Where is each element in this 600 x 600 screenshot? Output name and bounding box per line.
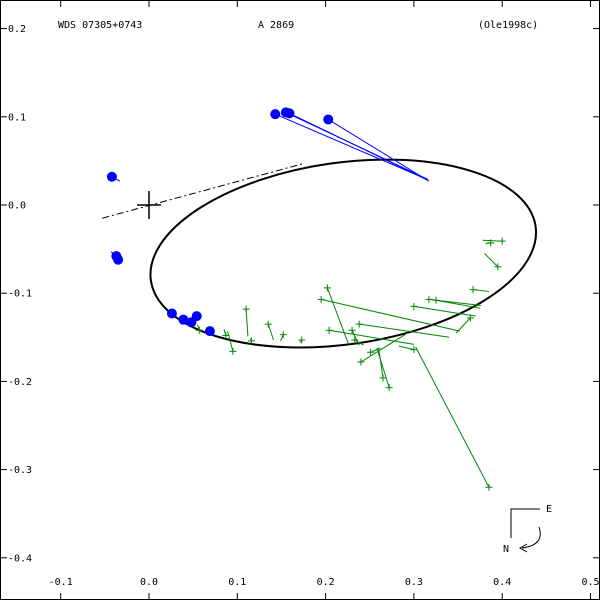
observation-point-plus <box>385 384 393 392</box>
observation-point-plus <box>229 347 237 355</box>
observation-point-plus <box>279 331 287 339</box>
y-tick-label: 0.1 <box>8 112 26 123</box>
observation-point-filled <box>113 254 124 265</box>
observation-point-plus <box>298 336 306 344</box>
residual-line <box>321 298 460 332</box>
observation-point-filled <box>178 314 189 325</box>
residual-line <box>413 305 476 317</box>
observation-point-filled <box>191 311 202 322</box>
residual-line <box>227 330 234 352</box>
orbit-layer <box>102 158 538 349</box>
observation-point-plus <box>485 483 493 491</box>
residual-line <box>351 330 360 346</box>
residual-line <box>327 119 430 182</box>
observation-point-plus <box>348 326 356 334</box>
observation-point-plus <box>379 374 387 382</box>
residual-layer <box>110 111 503 488</box>
observation-point-plus <box>410 302 418 310</box>
observation-point-plus <box>247 337 255 345</box>
compass-arrowhead <box>518 543 528 553</box>
residual-line <box>378 347 384 378</box>
observation-point-plus <box>242 305 250 313</box>
residual-line <box>267 323 274 341</box>
x-tick-label: 0.3 <box>405 577 423 588</box>
residual-line <box>326 287 350 345</box>
residual-line <box>398 345 415 351</box>
observation-point-filled <box>323 114 334 125</box>
observation-point-plus <box>425 295 433 303</box>
wds-label: WDS 07305+0743 <box>58 20 142 31</box>
observation-point-plus <box>323 284 331 292</box>
y-tick-label: -0.2 <box>8 377 32 388</box>
observation-point-plus <box>432 296 440 304</box>
observation-point-plus <box>317 295 325 303</box>
marker-layer <box>106 107 506 491</box>
compass-north-label: N <box>503 544 509 555</box>
residual-line <box>329 329 414 345</box>
observation-point-plus <box>469 286 477 294</box>
y-tick-label: -0.3 <box>8 465 32 476</box>
observation-point-plus <box>487 239 495 247</box>
x-tick-label: 0.1 <box>228 577 246 588</box>
residual-line <box>376 347 390 388</box>
observation-point-plus <box>494 263 502 271</box>
orbit-ref-label: (Ole1998c) <box>478 20 538 31</box>
observation-point-filled <box>106 171 117 182</box>
y-tick-label: -0.1 <box>8 289 32 300</box>
x-tick-label: 0.5 <box>581 577 599 588</box>
y-tick-label: -0.4 <box>8 553 32 564</box>
observation-point-plus <box>367 348 375 356</box>
residual-line <box>455 317 471 334</box>
observation-point-plus <box>466 314 474 322</box>
residual-line <box>275 113 428 180</box>
observation-point-plus <box>222 332 230 340</box>
x-tick-label: 0.0 <box>140 577 158 588</box>
observation-point-plus <box>195 326 203 334</box>
line-of-nodes <box>102 163 304 219</box>
residual-line <box>415 346 490 488</box>
compass-east-label: E <box>546 504 552 515</box>
residual-line <box>289 112 429 181</box>
residual-line <box>354 339 364 346</box>
observation-point-plus <box>351 336 359 344</box>
residual-line <box>360 332 408 363</box>
compass-rotation-arrow <box>521 526 541 549</box>
observation-point-filled <box>204 326 215 337</box>
compass-arms <box>510 508 540 538</box>
observation-point-plus <box>325 326 333 334</box>
observation-point-filled <box>270 109 281 120</box>
residual-line <box>245 309 249 337</box>
compass: E N <box>503 504 552 555</box>
residual-line <box>359 323 450 338</box>
observation-point-plus <box>355 320 363 328</box>
observation-point-plus <box>498 237 506 245</box>
observation-point-plus <box>357 358 365 366</box>
y-tick-label: 0.0 <box>8 201 26 212</box>
observation-point-plus <box>410 346 418 354</box>
x-tick-label: 0.2 <box>317 577 335 588</box>
x-tick-label: -0.1 <box>49 577 73 588</box>
component-label: A 2869 <box>258 20 294 31</box>
x-tick-label: 0.4 <box>493 577 511 588</box>
observation-point-filled <box>284 108 295 119</box>
y-tick-label: 0.2 <box>8 24 26 35</box>
orbit-ellipse <box>149 158 538 349</box>
observation-point-plus <box>264 320 272 328</box>
observation-point-filled <box>166 308 177 319</box>
residual-line <box>484 253 499 268</box>
